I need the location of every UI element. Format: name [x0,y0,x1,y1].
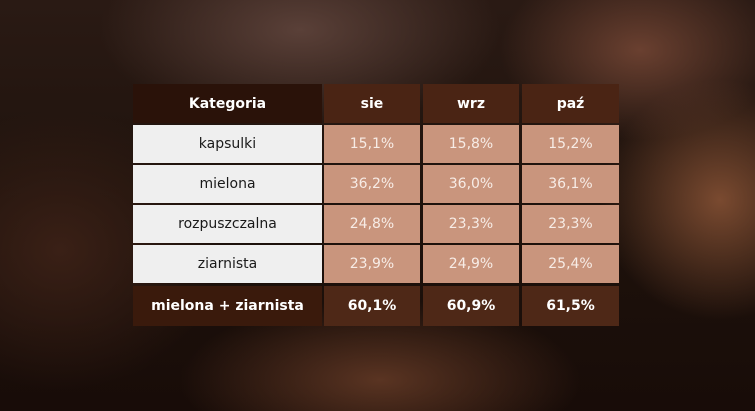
value-cell: 23,3% [522,205,619,243]
column-header: sie [324,84,420,123]
row-label: kapsulki [133,125,322,163]
total-label: mielona + ziarnista [133,286,322,326]
table-row: ziarnista 23,9% 24,9% 25,4% [133,245,619,283]
value-cell: 36,0% [423,165,519,203]
row-label: mielona [133,165,322,203]
table-row: rozpuszczalna 24,8% 23,3% 23,3% [133,205,619,243]
value-cell: 15,2% [522,125,619,163]
total-value-cell: 60,1% [324,286,420,326]
value-cell: 23,9% [324,245,420,283]
column-header: Kategoria [133,84,322,123]
value-cell: 23,3% [423,205,519,243]
table-row: mielona 36,2% 36,0% 36,1% [133,165,619,203]
value-cell: 36,2% [324,165,420,203]
table-total-row: mielona + ziarnista 60,1% 60,9% 61,5% [133,286,619,326]
value-cell: 25,4% [522,245,619,283]
total-value-cell: 60,9% [423,286,519,326]
value-cell: 36,1% [522,165,619,203]
value-cell: 24,8% [324,205,420,243]
total-value-cell: 61,5% [522,286,619,326]
row-label: rozpuszczalna [133,205,322,243]
row-label: ziarnista [133,245,322,283]
column-header: wrz [423,84,519,123]
value-cell: 15,1% [324,125,420,163]
value-cell: 24,9% [423,245,519,283]
table-header: Kategoria sie wrz paź [133,84,619,123]
value-cell: 15,8% [423,125,519,163]
table-row: kapsulki 15,1% 15,8% 15,2% [133,125,619,163]
column-header: paź [522,84,619,123]
